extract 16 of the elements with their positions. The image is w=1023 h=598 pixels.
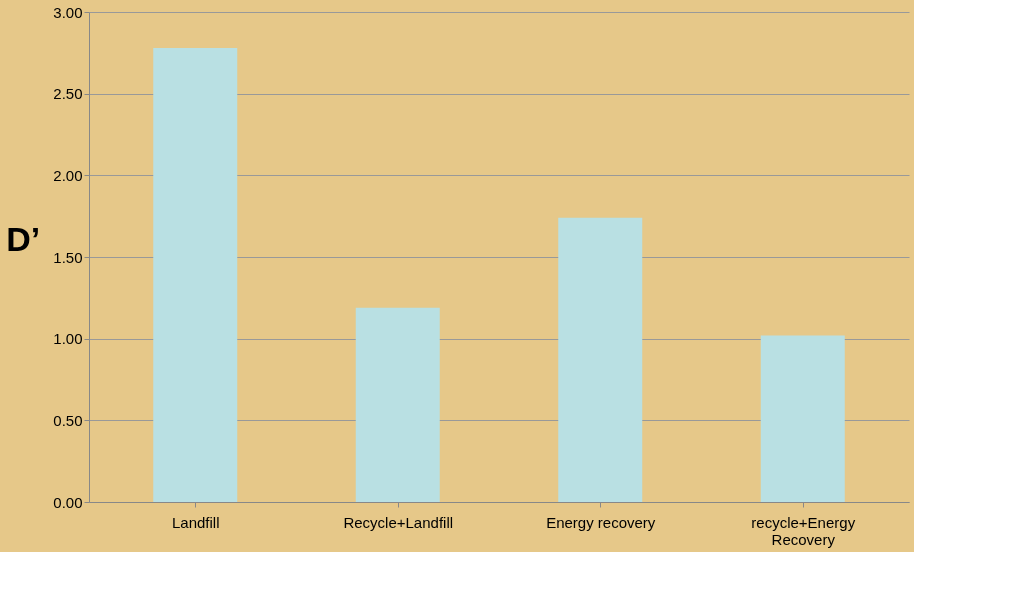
y-tick-label: 3.00 xyxy=(53,3,83,21)
bar xyxy=(153,47,238,502)
y-tick-label: 2.50 xyxy=(53,85,83,103)
x-tick-label: Recycle+Landfill xyxy=(343,513,454,531)
x-tick-label: Energy recovery xyxy=(546,513,656,531)
bar xyxy=(558,217,643,502)
y-tick-label: 1.50 xyxy=(53,248,83,266)
x-tick-label: Landfill xyxy=(171,513,220,531)
y-axis-title: D’ xyxy=(6,219,41,258)
x-tick-label: recycle+Energy Recovery xyxy=(751,513,856,548)
bar xyxy=(355,307,440,502)
y-tick-label: 2.00 xyxy=(53,166,83,184)
y-tick-label: 0.50 xyxy=(53,411,83,429)
bar xyxy=(760,335,845,502)
y-tick-label: 0.00 xyxy=(53,493,83,511)
y-tick-label: 1.00 xyxy=(53,330,83,348)
